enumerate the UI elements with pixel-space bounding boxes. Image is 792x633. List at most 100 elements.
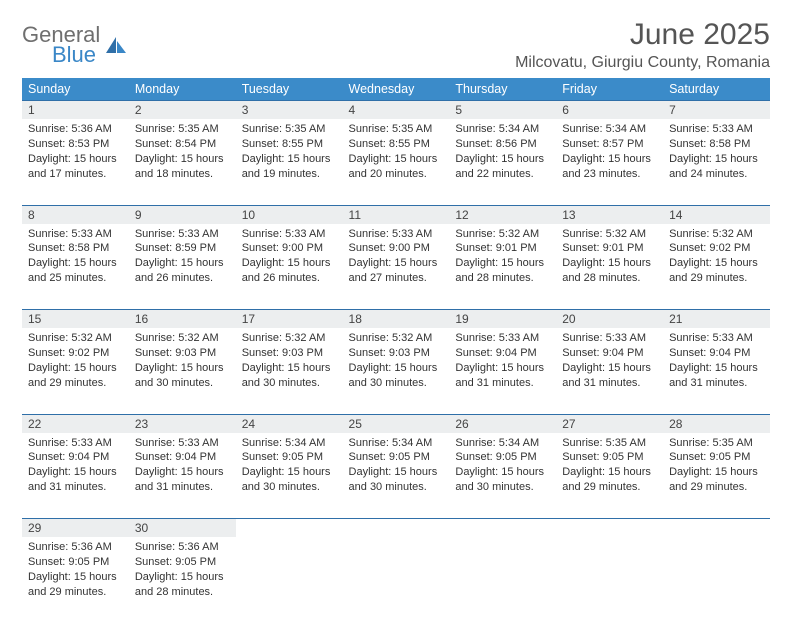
col-monday: Monday	[129, 78, 236, 101]
weekday-header-row: Sunday Monday Tuesday Wednesday Thursday…	[22, 78, 770, 101]
day-content-cell: Sunrise: 5:35 AMSunset: 8:55 PMDaylight:…	[343, 119, 450, 205]
daylight-line: Daylight: 15 hours and 30 minutes.	[135, 361, 230, 391]
sunset-line: Sunset: 9:05 PM	[28, 555, 123, 570]
brand-logo: General Blue	[22, 18, 128, 66]
sunset-line: Sunset: 8:59 PM	[135, 241, 230, 256]
content-row: Sunrise: 5:33 AMSunset: 8:58 PMDaylight:…	[22, 224, 770, 310]
day-content-cell: Sunrise: 5:32 AMSunset: 9:03 PMDaylight:…	[236, 328, 343, 414]
daylight-line: Daylight: 15 hours and 29 minutes.	[669, 256, 764, 286]
day-content-cell: Sunrise: 5:35 AMSunset: 9:05 PMDaylight:…	[556, 433, 663, 519]
day-content-cell: Sunrise: 5:34 AMSunset: 9:05 PMDaylight:…	[236, 433, 343, 519]
sunrise-line: Sunrise: 5:34 AM	[242, 436, 337, 451]
day-number-cell: 18	[343, 310, 450, 329]
sunrise-line: Sunrise: 5:35 AM	[562, 436, 657, 451]
day-number-cell	[236, 519, 343, 538]
sunset-line: Sunset: 9:04 PM	[669, 346, 764, 361]
day-number-cell: 14	[663, 205, 770, 224]
sunrise-line: Sunrise: 5:33 AM	[455, 331, 550, 346]
sunset-line: Sunset: 9:05 PM	[242, 450, 337, 465]
sunset-line: Sunset: 8:53 PM	[28, 137, 123, 152]
brand-line2: Blue	[52, 44, 100, 66]
day-number-cell: 15	[22, 310, 129, 329]
daylight-line: Daylight: 15 hours and 29 minutes.	[28, 361, 123, 391]
day-number-cell: 29	[22, 519, 129, 538]
sunset-line: Sunset: 8:55 PM	[349, 137, 444, 152]
sunrise-line: Sunrise: 5:33 AM	[562, 331, 657, 346]
sunrise-line: Sunrise: 5:33 AM	[349, 227, 444, 242]
day-content-cell: Sunrise: 5:33 AMSunset: 9:04 PMDaylight:…	[129, 433, 236, 519]
daylight-line: Daylight: 15 hours and 28 minutes.	[455, 256, 550, 286]
sunset-line: Sunset: 9:04 PM	[135, 450, 230, 465]
day-number-cell: 9	[129, 205, 236, 224]
day-content-cell: Sunrise: 5:33 AMSunset: 8:58 PMDaylight:…	[22, 224, 129, 310]
sunrise-line: Sunrise: 5:33 AM	[28, 227, 123, 242]
daylight-line: Daylight: 15 hours and 31 minutes.	[562, 361, 657, 391]
day-content-cell: Sunrise: 5:34 AMSunset: 9:05 PMDaylight:…	[343, 433, 450, 519]
sunset-line: Sunset: 9:02 PM	[28, 346, 123, 361]
sunrise-line: Sunrise: 5:33 AM	[669, 331, 764, 346]
sunset-line: Sunset: 9:05 PM	[669, 450, 764, 465]
day-number-cell	[556, 519, 663, 538]
day-content-cell: Sunrise: 5:33 AMSunset: 9:00 PMDaylight:…	[343, 224, 450, 310]
sunset-line: Sunset: 8:58 PM	[28, 241, 123, 256]
sunset-line: Sunset: 9:04 PM	[562, 346, 657, 361]
sunrise-line: Sunrise: 5:32 AM	[135, 331, 230, 346]
sunset-line: Sunset: 8:57 PM	[562, 137, 657, 152]
day-number-cell: 4	[343, 101, 450, 120]
sunset-line: Sunset: 9:01 PM	[455, 241, 550, 256]
sunset-line: Sunset: 9:05 PM	[135, 555, 230, 570]
daylight-line: Daylight: 15 hours and 23 minutes.	[562, 152, 657, 182]
sunset-line: Sunset: 9:01 PM	[562, 241, 657, 256]
day-content-cell: Sunrise: 5:33 AMSunset: 9:04 PMDaylight:…	[556, 328, 663, 414]
daylight-line: Daylight: 15 hours and 22 minutes.	[455, 152, 550, 182]
daylight-line: Daylight: 15 hours and 31 minutes.	[669, 361, 764, 391]
daylight-line: Daylight: 15 hours and 20 minutes.	[349, 152, 444, 182]
day-content-cell: Sunrise: 5:33 AMSunset: 9:04 PMDaylight:…	[663, 328, 770, 414]
page-header: General Blue June 2025 Milcovatu, Giurgi…	[22, 18, 770, 72]
day-content-cell	[343, 537, 450, 623]
day-content-cell: Sunrise: 5:35 AMSunset: 8:54 PMDaylight:…	[129, 119, 236, 205]
day-number-cell: 13	[556, 205, 663, 224]
day-content-cell: Sunrise: 5:33 AMSunset: 9:00 PMDaylight:…	[236, 224, 343, 310]
daylight-line: Daylight: 15 hours and 29 minutes.	[669, 465, 764, 495]
day-number-cell: 17	[236, 310, 343, 329]
day-content-cell: Sunrise: 5:32 AMSunset: 9:02 PMDaylight:…	[22, 328, 129, 414]
day-content-cell: Sunrise: 5:35 AMSunset: 8:55 PMDaylight:…	[236, 119, 343, 205]
day-number-cell: 2	[129, 101, 236, 120]
day-number-cell: 16	[129, 310, 236, 329]
sunrise-line: Sunrise: 5:35 AM	[669, 436, 764, 451]
calendar-page: General Blue June 2025 Milcovatu, Giurgi…	[0, 0, 792, 633]
day-content-cell: Sunrise: 5:36 AMSunset: 9:05 PMDaylight:…	[22, 537, 129, 623]
sunset-line: Sunset: 9:00 PM	[349, 241, 444, 256]
sunrise-line: Sunrise: 5:35 AM	[349, 122, 444, 137]
sunset-line: Sunset: 9:03 PM	[135, 346, 230, 361]
daylight-line: Daylight: 15 hours and 30 minutes.	[455, 465, 550, 495]
day-content-cell: Sunrise: 5:32 AMSunset: 9:03 PMDaylight:…	[129, 328, 236, 414]
sunrise-line: Sunrise: 5:33 AM	[669, 122, 764, 137]
day-number-cell	[343, 519, 450, 538]
daynum-row: 2930	[22, 519, 770, 538]
location-text: Milcovatu, Giurgiu County, Romania	[515, 54, 770, 72]
sunrise-line: Sunrise: 5:35 AM	[242, 122, 337, 137]
day-number-cell: 8	[22, 205, 129, 224]
daylight-line: Daylight: 15 hours and 17 minutes.	[28, 152, 123, 182]
day-content-cell: Sunrise: 5:32 AMSunset: 9:01 PMDaylight:…	[556, 224, 663, 310]
day-number-cell	[663, 519, 770, 538]
sunset-line: Sunset: 9:03 PM	[242, 346, 337, 361]
day-number-cell: 5	[449, 101, 556, 120]
sunrise-line: Sunrise: 5:34 AM	[349, 436, 444, 451]
day-number-cell: 1	[22, 101, 129, 120]
sunrise-line: Sunrise: 5:32 AM	[242, 331, 337, 346]
sunset-line: Sunset: 9:05 PM	[562, 450, 657, 465]
daylight-line: Daylight: 15 hours and 19 minutes.	[242, 152, 337, 182]
sunset-line: Sunset: 8:56 PM	[455, 137, 550, 152]
daylight-line: Daylight: 15 hours and 28 minutes.	[135, 570, 230, 600]
daylight-line: Daylight: 15 hours and 31 minutes.	[135, 465, 230, 495]
sunset-line: Sunset: 9:00 PM	[242, 241, 337, 256]
sunrise-line: Sunrise: 5:33 AM	[135, 227, 230, 242]
day-content-cell: Sunrise: 5:33 AMSunset: 8:58 PMDaylight:…	[663, 119, 770, 205]
sail-icon	[104, 35, 128, 55]
col-thursday: Thursday	[449, 78, 556, 101]
col-wednesday: Wednesday	[343, 78, 450, 101]
content-row: Sunrise: 5:36 AMSunset: 9:05 PMDaylight:…	[22, 537, 770, 623]
